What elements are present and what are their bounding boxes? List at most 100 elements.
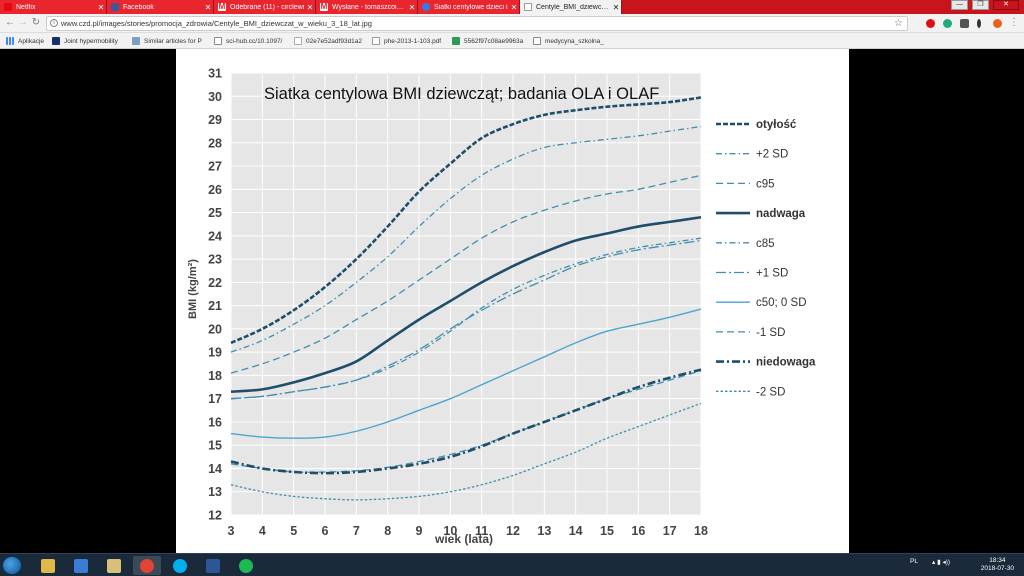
taskbar-word-button[interactable]: [199, 556, 227, 575]
y-tick-label: 15: [208, 439, 222, 453]
x-tick-label: 11: [475, 524, 488, 538]
series-line-c50-0-sd: [230, 308, 702, 439]
gmail-icon: M: [320, 2, 328, 11]
tab-gmail-inbox[interactable]: M Odebrane (11) - circlewi ✕: [214, 0, 316, 14]
close-icon[interactable]: ✕: [306, 2, 314, 12]
tab-netflix[interactable]: Netflix ✕: [0, 0, 107, 14]
bookmark-02e7e[interactable]: 02e7e52adf93d1a2: [294, 36, 362, 46]
close-icon[interactable]: ✕: [510, 2, 518, 12]
close-icon[interactable]: ✕: [612, 2, 620, 12]
y-tick-label: 19: [208, 346, 222, 360]
tab-centyle-active[interactable]: Centyle_BMI_dziewczat_ ✕: [520, 0, 622, 14]
legend-label: +1 SD: [756, 268, 788, 280]
y-tick-label: 18: [208, 369, 222, 383]
taskbar-skype-button[interactable]: [166, 556, 194, 575]
spotify-icon: [239, 558, 253, 573]
researchgate-icon: [452, 37, 460, 45]
menu-icon[interactable]: ⋮: [1009, 17, 1019, 28]
y-tick-label: 26: [208, 183, 222, 197]
page-icon: [533, 37, 541, 45]
x-tick-label: 16: [631, 524, 645, 538]
y-tick-label: 12: [208, 509, 222, 523]
page-icon: [294, 37, 302, 45]
x-tick-label: 9: [416, 524, 423, 538]
taskbar-media-button[interactable]: [67, 556, 95, 575]
x-tick-label: 6: [322, 524, 329, 538]
bookmark-icon: [52, 37, 60, 45]
tray-icons: ▴ ▮ ◂)): [932, 559, 951, 566]
tab-label: Siatki centylowe dzieci i: [434, 3, 508, 11]
x-tick-label: 15: [600, 524, 614, 538]
x-tick-label: 12: [506, 524, 520, 538]
bookmark-medycyna[interactable]: medycyna_szkolna_: [533, 36, 604, 46]
y-tick-label: 25: [208, 206, 222, 220]
close-icon[interactable]: ✕: [97, 2, 105, 12]
legend-label: -2 SD: [756, 386, 785, 398]
facebook-icon: [111, 3, 119, 11]
bookmark-label: 02e7e52adf93d1a2: [306, 37, 363, 45]
start-button[interactable]: [2, 556, 22, 575]
media-icon: [74, 558, 88, 573]
extension-icon[interactable]: [977, 19, 981, 28]
tab-label: Wysłane - tomaszcoiakk: [332, 3, 407, 11]
series-line--1-sd: [230, 370, 702, 473]
bookmark-label: sci-hub.cc/10.1097/: [226, 37, 283, 45]
series-line-c95: [230, 174, 702, 374]
legend-label: -1 SD: [756, 327, 785, 339]
language-indicator[interactable]: PL: [910, 558, 918, 565]
x-tick-label: 17: [663, 524, 677, 538]
clock[interactable]: 18:34 2018-07-30: [981, 557, 1014, 573]
y-tick-label: 23: [208, 253, 222, 267]
taskbar-spotify-button[interactable]: [232, 556, 260, 575]
extension-icon[interactable]: [960, 19, 969, 28]
bookmarks-bar: Aplikacje Joint hypermobility Similar ar…: [0, 33, 1024, 49]
tab-facebook[interactable]: Facebook ✕: [107, 0, 214, 14]
info-icon[interactable]: i: [50, 19, 58, 27]
tab-siatki[interactable]: Siatki centylowe dzieci i ✕: [418, 0, 520, 14]
tab-gmail-sent[interactable]: M Wysłane - tomaszcoiakk ✕: [316, 0, 418, 14]
y-tick-label: 14: [208, 462, 222, 476]
legend-label: c85: [756, 238, 775, 250]
extension-icon[interactable]: [943, 19, 952, 28]
plot-background: [231, 73, 701, 515]
taskbar-explorer-button[interactable]: [100, 556, 128, 575]
y-tick-label: 22: [208, 276, 222, 290]
page-icon: [372, 37, 380, 45]
bookmark-phe-pdf[interactable]: phe-2013-1-103.pdf: [372, 36, 441, 46]
series-line--2-sd: [230, 125, 702, 353]
close-window-button[interactable]: ✕: [993, 0, 1019, 10]
close-icon[interactable]: ✕: [408, 2, 416, 12]
legend-label: c50; 0 SD: [756, 297, 807, 309]
y-axis-label: BMI (kg/m²): [187, 259, 199, 319]
bookmark-5562f[interactable]: 5562f97c08ae9963a: [452, 36, 523, 46]
skype-icon: [173, 558, 187, 573]
forward-icon[interactable]: →: [18, 17, 28, 28]
star-icon[interactable]: ☆: [894, 18, 903, 29]
bookmark-joint-hypermobility[interactable]: Joint hypermobility: [52, 36, 118, 46]
maximize-button[interactable]: ❐: [972, 0, 989, 10]
series-line-nadwaga: [230, 215, 702, 394]
minimize-button[interactable]: —: [951, 0, 968, 10]
y-tick-label: 29: [208, 113, 222, 127]
close-icon[interactable]: ✕: [204, 2, 212, 12]
y-tick-label: 24: [208, 229, 222, 243]
reload-icon[interactable]: ↻: [31, 17, 41, 28]
adblock-icon[interactable]: [926, 19, 935, 28]
browser-toolbar: ← → ↻ i www.czd.pl/images/stories/promoc…: [0, 14, 1024, 33]
bookmark-sci-hub[interactable]: sci-hub.cc/10.1097/: [214, 36, 282, 46]
x-tick-label: 7: [353, 524, 360, 538]
taskbar-folder-button[interactable]: [34, 556, 62, 575]
extension-icon[interactable]: [993, 19, 1002, 28]
bookmark-label: phe-2013-1-103.pdf: [384, 37, 442, 45]
address-bar[interactable]: i www.czd.pl/images/stories/promocja_zdr…: [46, 16, 908, 31]
image-viewer: 12 13 14 15 16 17 18 19 20 21 22 23 24 25 26 27 28 29 30 31…: [0, 49, 1024, 553]
y-tick-label: 30: [208, 90, 222, 104]
netflix-icon: [4, 3, 12, 11]
bookmark-apps[interactable]: Aplikacje: [6, 36, 44, 46]
tab-label: Facebook: [123, 3, 154, 11]
bookmark-similar-articles[interactable]: Similar articles for P: [132, 36, 202, 46]
back-icon[interactable]: ←: [5, 17, 15, 28]
ncbi-icon: [132, 37, 140, 45]
bookmark-label: medycyna_szkolna_: [545, 37, 604, 45]
taskbar-chrome-button[interactable]: [133, 556, 161, 575]
